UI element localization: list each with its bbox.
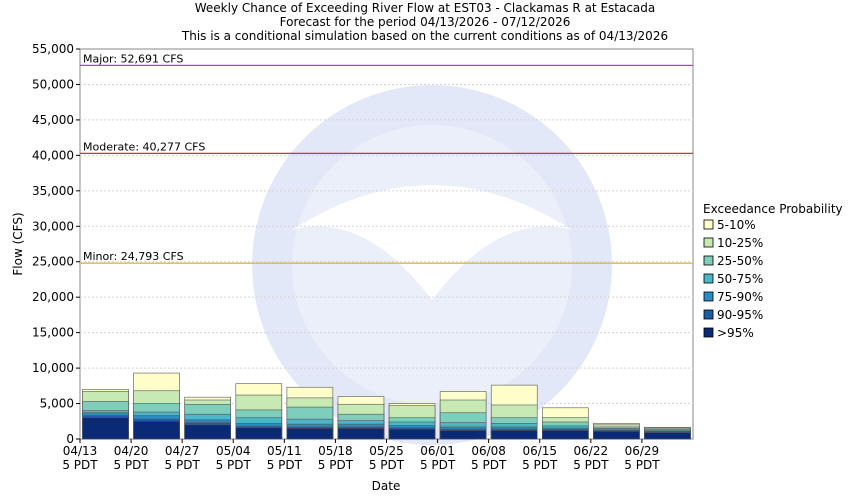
x-tick-label-date: 05/04 <box>216 444 251 458</box>
legend-title: Exceedance Probability <box>703 202 843 216</box>
bar-segment <box>388 428 436 440</box>
y-tick-label: 45,000 <box>32 113 74 127</box>
legend-entry: 10-25% <box>717 236 763 250</box>
bar-segment <box>133 420 180 440</box>
legend-entry: 50-75% <box>717 272 763 286</box>
y-tick-label: 40,000 <box>32 148 74 162</box>
bar-segment <box>490 430 538 440</box>
x-tick-label-time: 5 PDT <box>573 458 609 472</box>
x-tick-label-date: 05/25 <box>369 444 404 458</box>
y-tick-label: 10,000 <box>32 361 74 375</box>
x-tick-label-time: 5 PDT <box>471 458 507 472</box>
threshold-label: Moderate: 40,277 CFS <box>83 140 205 153</box>
legend: Exceedance Probability 5-10% 10-25% 25-50%… <box>703 202 843 340</box>
bar-segment <box>235 427 283 440</box>
chart-title-line-1: Weekly Chance of Exceeding River Flow at… <box>195 1 656 15</box>
y-tick-label: 25,000 <box>32 255 74 269</box>
legend-swatch <box>703 327 714 338</box>
bar-segment <box>439 430 487 440</box>
legend-entry: 75-90% <box>717 290 763 304</box>
legend-entry: 5-10% <box>717 218 756 232</box>
x-tick-label-date: 04/13 <box>63 444 98 458</box>
legend-entry: 90-95% <box>717 308 763 322</box>
y-tick-label: 20,000 <box>32 290 74 304</box>
y-tick-label: 15,000 <box>32 326 74 340</box>
x-tick-label-time: 5 PDT <box>369 458 405 472</box>
bar-segment <box>286 428 334 440</box>
x-tick-label-time: 5 PDT <box>522 458 558 472</box>
bars <box>82 372 691 440</box>
bar-segment <box>644 432 691 440</box>
noaa-logo-inner <box>292 125 572 405</box>
y-tick-label: 50,000 <box>32 77 74 91</box>
threshold-lines: Major: 52,691 CFS Moderate: 40,277 CFS Min… <box>80 52 693 264</box>
x-tick-label-time: 5 PDT <box>267 458 303 472</box>
x-tick-label-time: 5 PDT <box>165 458 201 472</box>
y-axis-label: Flow (CFS) <box>11 212 25 275</box>
legend-swatch <box>703 219 714 230</box>
y-tick-label: 55,000 <box>32 42 74 56</box>
y-tick-label: 5,000 <box>40 397 74 411</box>
noaa-logo-gull <box>292 185 572 300</box>
x-tick-label-date: 05/18 <box>318 444 353 458</box>
x-tick-label-time: 5 PDT <box>318 458 354 472</box>
y-tick-label: 30,000 <box>32 219 74 233</box>
threshold-label: Minor: 24,793 CFS <box>83 250 184 263</box>
x-tick-label-time: 5 PDT <box>420 458 456 472</box>
x-tick-label-time: 5 PDT <box>62 458 98 472</box>
y-tick-label: 35,000 <box>32 184 74 198</box>
noaa-logo-ring <box>252 85 612 445</box>
legend-entry: >95% <box>717 326 754 340</box>
x-tick-label-date: 04/20 <box>114 444 149 458</box>
x-tick-label-time: 5 PDT <box>216 458 252 472</box>
x-axis-label: Date <box>372 479 401 493</box>
y-tick-label: 0 <box>66 432 74 446</box>
bar-segment <box>184 424 231 440</box>
x-tick-label-time: 5 PDT <box>113 458 149 472</box>
chart-title-line-2: Forecast for the period 04/13/2026 - 07/… <box>280 15 571 29</box>
bar-segment <box>82 417 129 440</box>
x-tick-label-date: 06/01 <box>420 444 455 458</box>
x-tick-label-time: 5 PDT <box>624 458 660 472</box>
x-tick-label-date: 04/27 <box>165 444 200 458</box>
legend-swatch <box>703 309 714 320</box>
x-tick-label-date: 06/22 <box>574 444 609 458</box>
legend-entry: 25-50% <box>717 254 763 268</box>
legend-items: 5-10% 10-25% 25-50% 50-75% 75-90% 90-95% >95% <box>703 218 763 340</box>
legend-swatch <box>703 291 714 302</box>
legend-swatch <box>703 237 714 248</box>
x-tick-label-date: 06/08 <box>471 444 506 458</box>
chart-title-line-3: This is a conditional simulation based o… <box>181 29 668 43</box>
noaa-watermark <box>252 85 612 445</box>
threshold-label: Major: 52,691 CFS <box>83 52 183 65</box>
legend-swatch <box>703 273 714 284</box>
x-tick-label-date: 05/11 <box>267 444 302 458</box>
bar-segment <box>593 430 640 440</box>
x-tick-label-date: 06/29 <box>625 444 660 458</box>
y-axis: 0 5,000 10,000 15,000 20,000 25,000 30,000 35,0… <box>32 42 80 446</box>
bar-segment <box>337 428 385 440</box>
x-tick-label-date: 06/15 <box>522 444 557 458</box>
legend-swatch <box>703 255 714 266</box>
bar-segment <box>542 430 589 440</box>
